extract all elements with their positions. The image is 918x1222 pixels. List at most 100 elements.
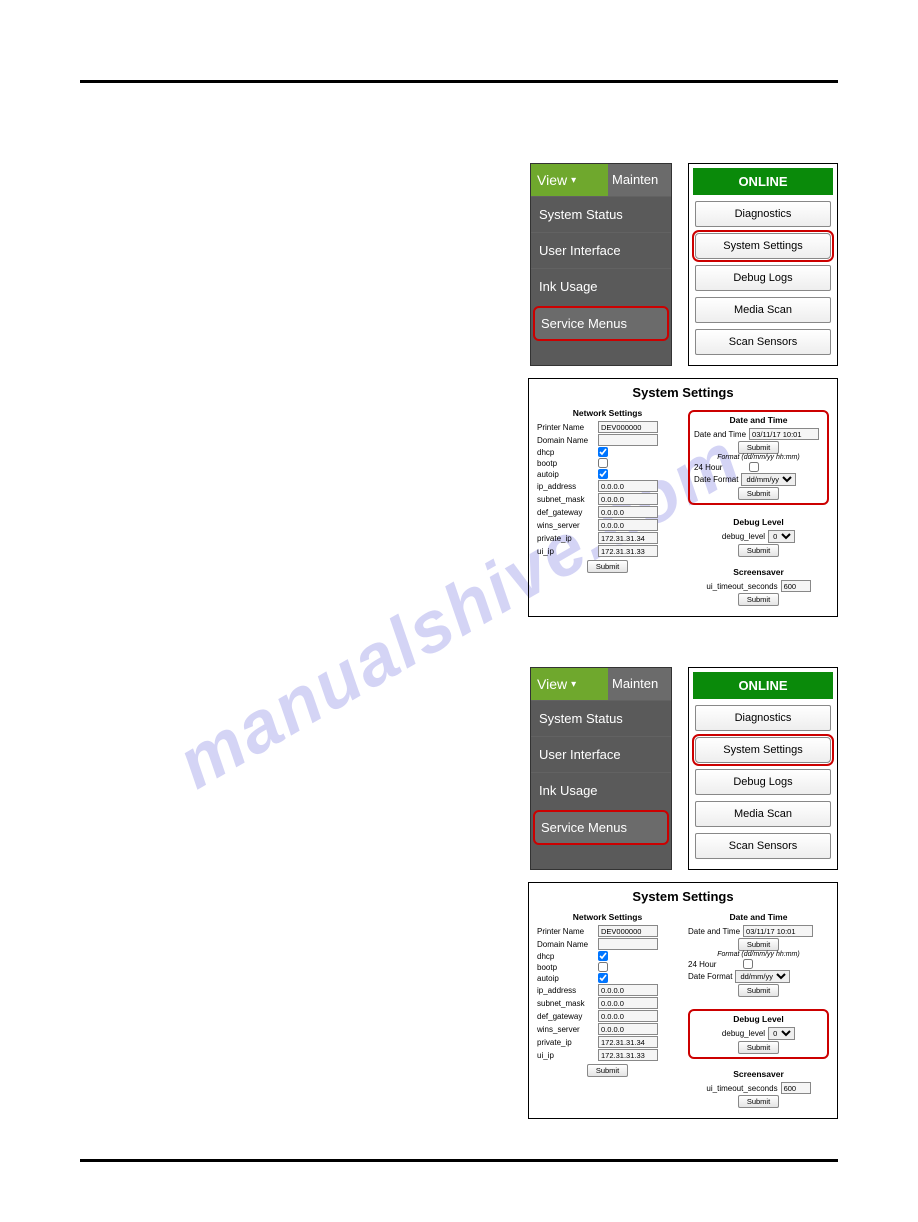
ip-address-label-2: ip_address [537, 986, 595, 995]
def-gateway-input[interactable] [598, 506, 658, 518]
datetime-input-2[interactable] [743, 925, 813, 937]
right-col: Date and Time Date and Time Submit Forma… [688, 408, 829, 606]
screensaver-title-2: Screensaver [688, 1069, 829, 1079]
debug-submit-button-2[interactable]: Submit [738, 1041, 779, 1054]
nav-item-system-status[interactable]: System Status [531, 196, 671, 232]
nav-view-tab[interactable]: View ▾ [531, 164, 608, 196]
autoip-label: autoip [537, 470, 595, 479]
ui-ip-label: ui_ip [537, 547, 595, 556]
ui-timeout-input[interactable] [781, 580, 811, 592]
printer-name-label: Printer Name [537, 423, 595, 432]
nav-view-label: View [537, 172, 567, 188]
online-btn-debug-logs[interactable]: Debug Logs [695, 265, 831, 291]
bootp-label-2: bootp [537, 963, 595, 972]
online-btn-media-scan-2[interactable]: Media Scan [695, 801, 831, 827]
private-ip-input-2[interactable] [598, 1036, 658, 1048]
ip-address-input-2[interactable] [598, 984, 658, 996]
private-ip-input[interactable] [598, 532, 658, 544]
network-col: Network Settings Printer Name Domain Nam… [537, 408, 678, 606]
debug-highlight-box: Debug Level debug_level0 Submit [688, 1009, 829, 1059]
hour24-label: 24 Hour [694, 463, 746, 472]
subnet-mask-input[interactable] [598, 493, 658, 505]
nav-item-ink-usage[interactable]: Ink Usage [531, 268, 671, 304]
online-btn-scan-sensors-2[interactable]: Scan Sensors [695, 833, 831, 859]
chevron-down-icon: ▾ [571, 175, 576, 186]
screensaver-submit-button-2[interactable]: Submit [738, 1095, 779, 1108]
dateformat-submit-button-2[interactable]: Submit [738, 984, 779, 997]
wins-server-input[interactable] [598, 519, 658, 531]
printer-name-label-2: Printer Name [537, 927, 595, 936]
bootp-checkbox[interactable] [598, 458, 608, 468]
nav-item-ink-usage-2[interactable]: Ink Usage [531, 772, 671, 808]
nav-view-tab-2[interactable]: View ▾ [531, 668, 608, 700]
datetime-submit-button-2[interactable]: Submit [738, 938, 779, 951]
printer-name-input-2[interactable] [598, 925, 658, 937]
date-format-select[interactable]: dd/mm/yy [741, 473, 796, 486]
online-btn-diagnostics-2[interactable]: Diagnostics [695, 705, 831, 731]
nav-item-service-menus[interactable]: Service Menus [533, 306, 669, 341]
hour24-checkbox-2[interactable] [743, 959, 753, 969]
subnet-mask-input-2[interactable] [598, 997, 658, 1009]
nav-view-label-2: View [537, 676, 567, 692]
nav-mainten-tab[interactable]: Mainten [608, 164, 671, 196]
printer-name-input[interactable] [598, 421, 658, 433]
def-gateway-input-2[interactable] [598, 1010, 658, 1022]
date-format-select-2[interactable]: dd/mm/yy [735, 970, 790, 983]
debug-title-2: Debug Level [694, 1014, 823, 1024]
datetime-label: Date and Time [694, 430, 746, 439]
nav-item-service-menus-2[interactable]: Service Menus [533, 810, 669, 845]
debug-level-label: debug_level [722, 532, 765, 541]
online-btn-system-settings-2[interactable]: System Settings [695, 737, 831, 763]
online-btn-scan-sensors[interactable]: Scan Sensors [695, 329, 831, 355]
ui-ip-input-2[interactable] [598, 1049, 658, 1061]
online-btn-debug-logs-2[interactable]: Debug Logs [695, 769, 831, 795]
def-gateway-label: def_gateway [537, 508, 595, 517]
screensaver-title: Screensaver [688, 567, 829, 577]
online-btn-diagnostics[interactable]: Diagnostics [695, 201, 831, 227]
network-col-2: Network Settings Printer Name Domain Nam… [537, 912, 678, 1108]
ui-ip-input[interactable] [598, 545, 658, 557]
domain-name-input[interactable] [598, 434, 658, 446]
online-btn-system-settings[interactable]: System Settings [695, 233, 831, 259]
ui-ip-label-2: ui_ip [537, 1051, 595, 1060]
dhcp-checkbox[interactable] [598, 447, 608, 457]
wins-server-input-2[interactable] [598, 1023, 658, 1035]
datetime-submit-button[interactable]: Submit [738, 441, 779, 454]
settings-panel-2: System Settings Network Settings Printer… [528, 882, 838, 1119]
bootp-label: bootp [537, 459, 595, 468]
nav-item-user-interface[interactable]: User Interface [531, 232, 671, 268]
datetime-label-2: Date and Time [688, 927, 740, 936]
network-submit-button-2[interactable]: Submit [587, 1064, 628, 1077]
datetime-input[interactable] [749, 428, 819, 440]
ui-timeout-label-2: ui_timeout_seconds [706, 1084, 777, 1093]
debug-level-select[interactable]: 0 [768, 530, 795, 543]
ip-address-input[interactable] [598, 480, 658, 492]
datetime-highlight-box: Date and Time Date and Time Submit Forma… [688, 410, 829, 505]
debug-level-select-2[interactable]: 0 [768, 1027, 795, 1040]
screensaver-submit-button[interactable]: Submit [738, 593, 779, 606]
nav-item-system-status-2[interactable]: System Status [531, 700, 671, 736]
ui-timeout-input-2[interactable] [781, 1082, 811, 1094]
dateformat-submit-button[interactable]: Submit [738, 487, 779, 500]
nav-panel-2: View ▾ Mainten System Status User Interf… [530, 667, 672, 870]
domain-name-input-2[interactable] [598, 938, 658, 950]
ip-address-label: ip_address [537, 482, 595, 491]
datetime-title-2: Date and Time [688, 912, 829, 922]
hour24-checkbox[interactable] [749, 462, 759, 472]
chevron-down-icon-2: ▾ [571, 679, 576, 690]
autoip-checkbox-2[interactable] [598, 973, 608, 983]
online-header: ONLINE [693, 168, 833, 195]
dhcp-checkbox-2[interactable] [598, 951, 608, 961]
bootp-checkbox-2[interactable] [598, 962, 608, 972]
online-btn-media-scan[interactable]: Media Scan [695, 297, 831, 323]
date-format-label: Date Format [694, 475, 738, 484]
autoip-checkbox[interactable] [598, 469, 608, 479]
subnet-mask-label: subnet_mask [537, 495, 595, 504]
network-submit-button[interactable]: Submit [587, 560, 628, 573]
debug-title: Debug Level [688, 517, 829, 527]
online-panel-2: ONLINE Diagnostics System Settings Debug… [688, 667, 838, 870]
nav-mainten-tab-2[interactable]: Mainten [608, 668, 671, 700]
nav-item-user-interface-2[interactable]: User Interface [531, 736, 671, 772]
online-header-2: ONLINE [693, 672, 833, 699]
debug-submit-button[interactable]: Submit [738, 544, 779, 557]
